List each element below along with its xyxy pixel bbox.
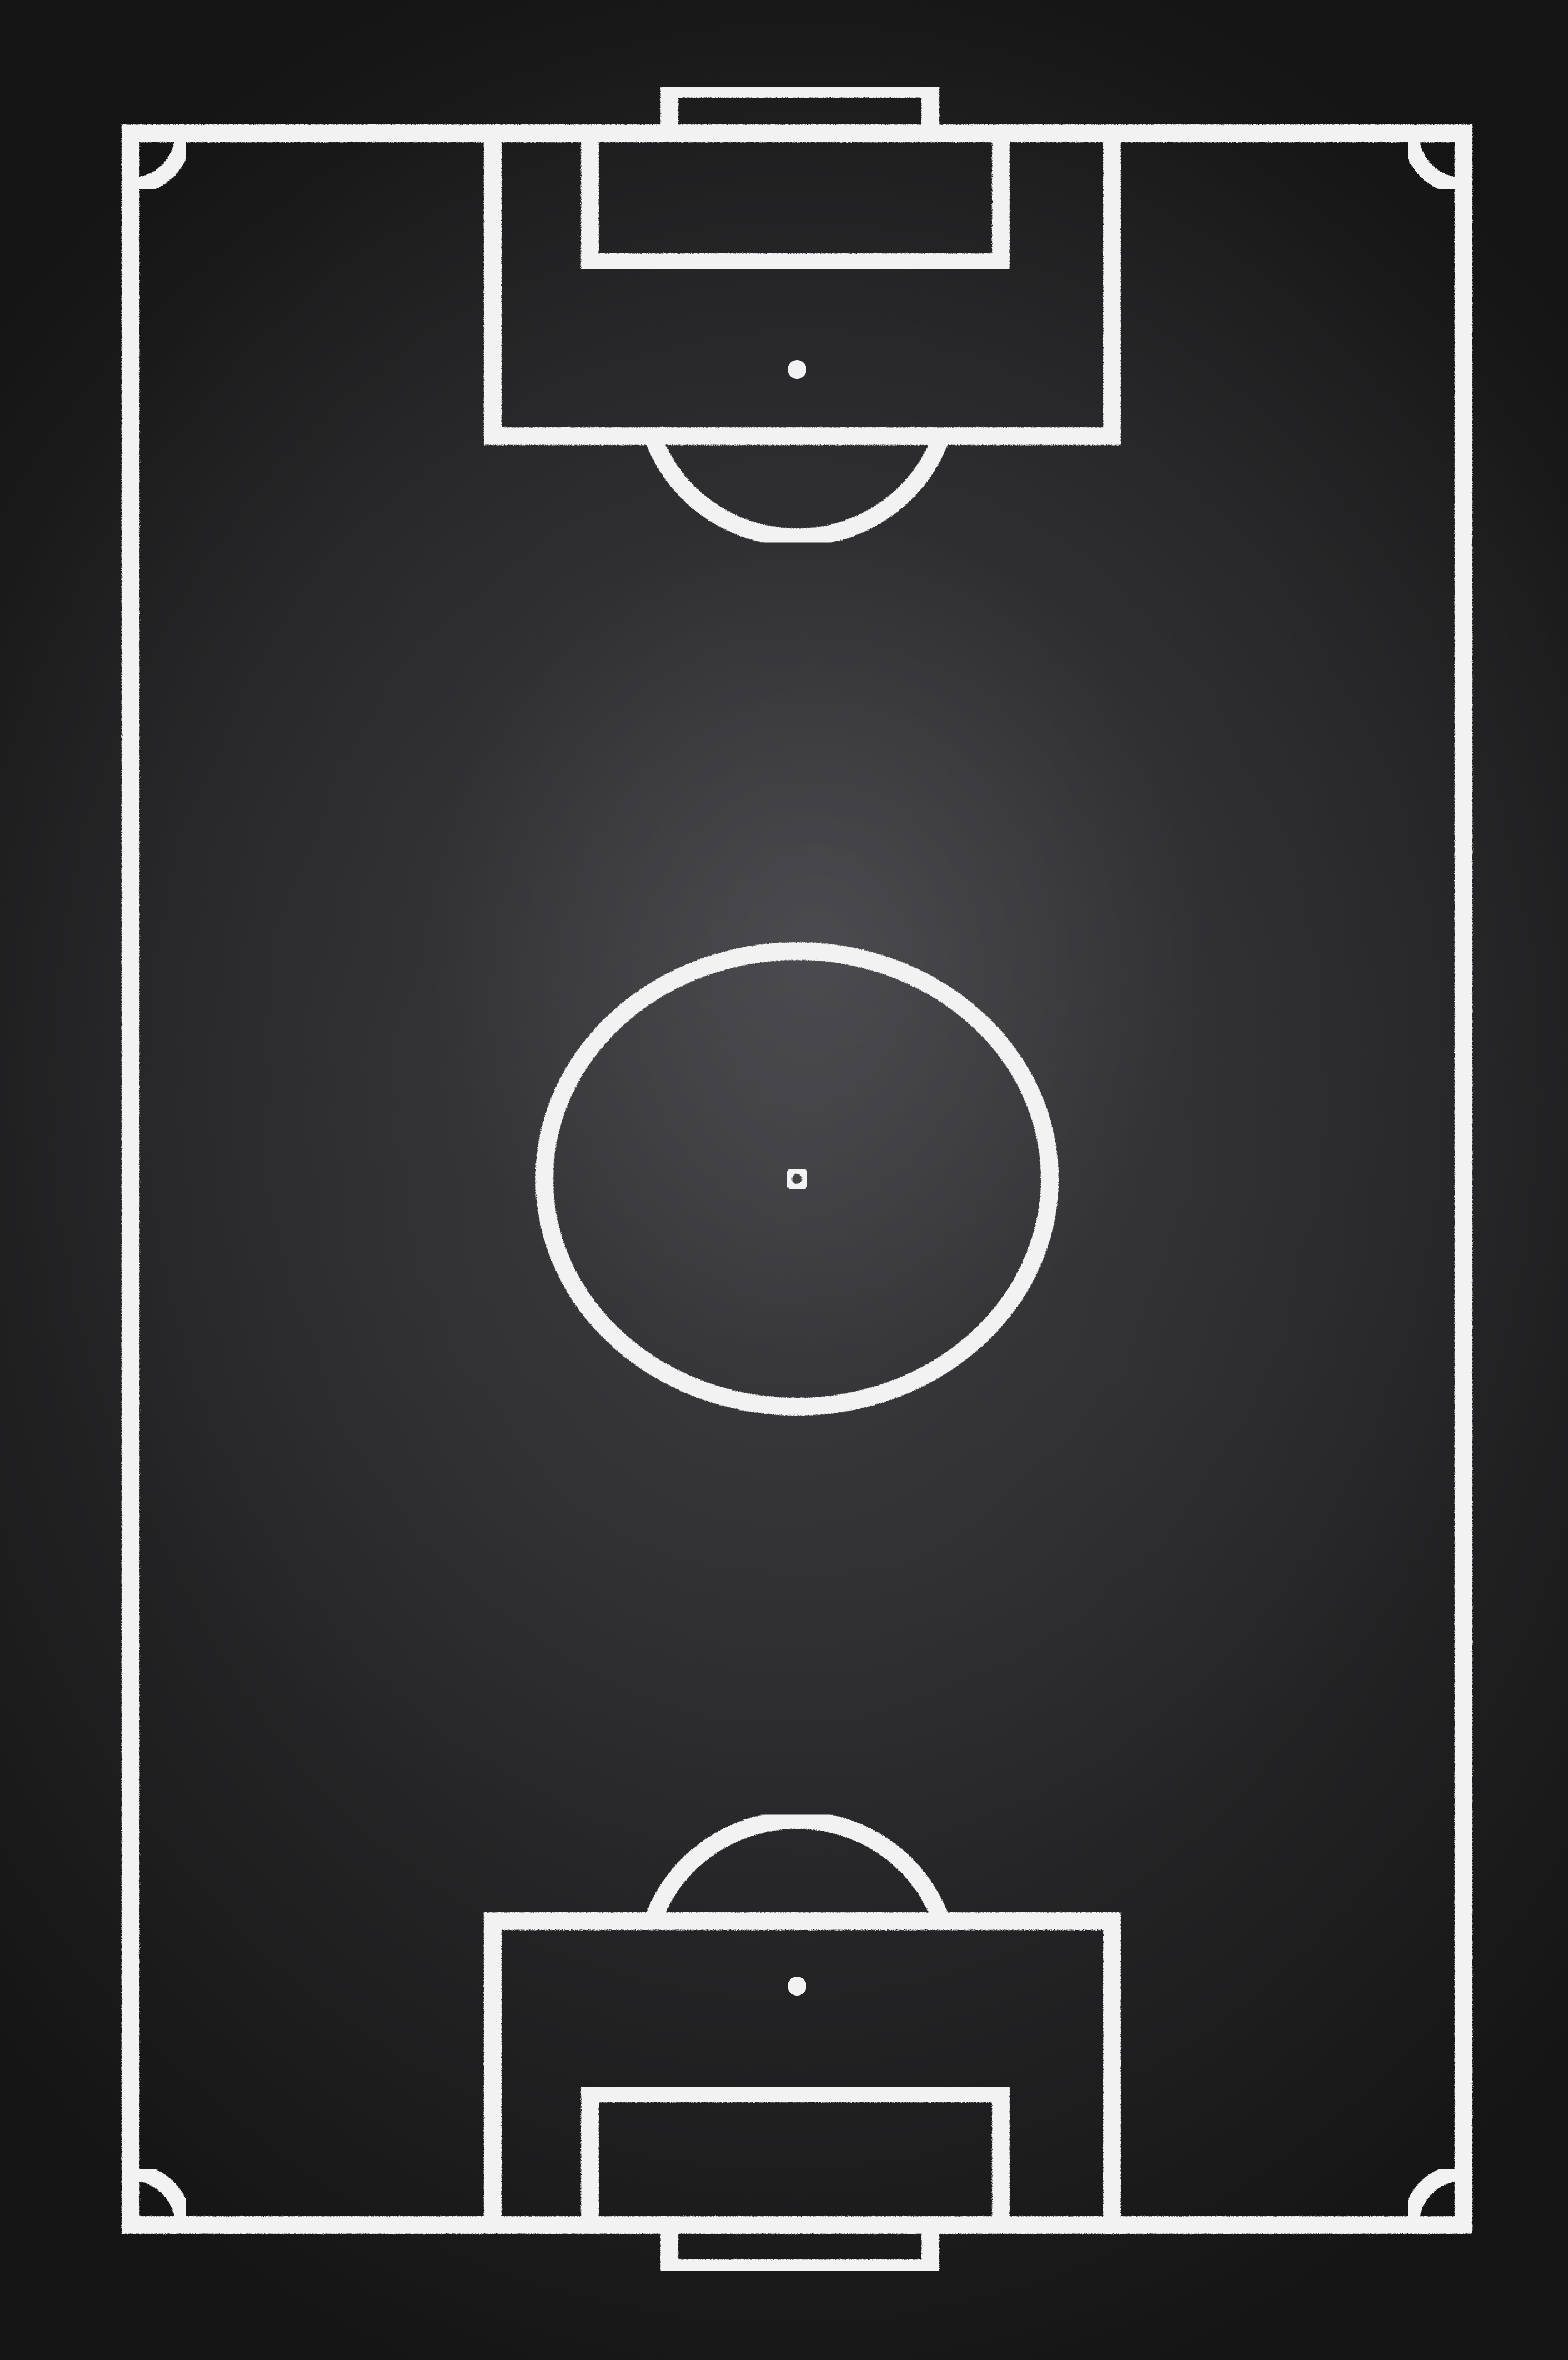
- corner-arc-bottom-left: [130, 2164, 192, 2226]
- top-penalty-spot: [788, 360, 806, 379]
- bottom-goal-area: [581, 2084, 1010, 2234]
- corner-arc-top-left: [130, 133, 192, 194]
- centre-circle: [535, 942, 1059, 1416]
- centre-spot: [784, 1166, 810, 1192]
- top-goal-area: [581, 124, 1010, 271]
- bottom-penalty-spot: [788, 1977, 806, 1996]
- corner-arc-bottom-right: [1402, 2164, 1464, 2226]
- top-penalty-arc: [644, 433, 950, 547]
- corner-arc-top-right: [1402, 133, 1464, 194]
- bottom-penalty-arc: [644, 1811, 950, 1924]
